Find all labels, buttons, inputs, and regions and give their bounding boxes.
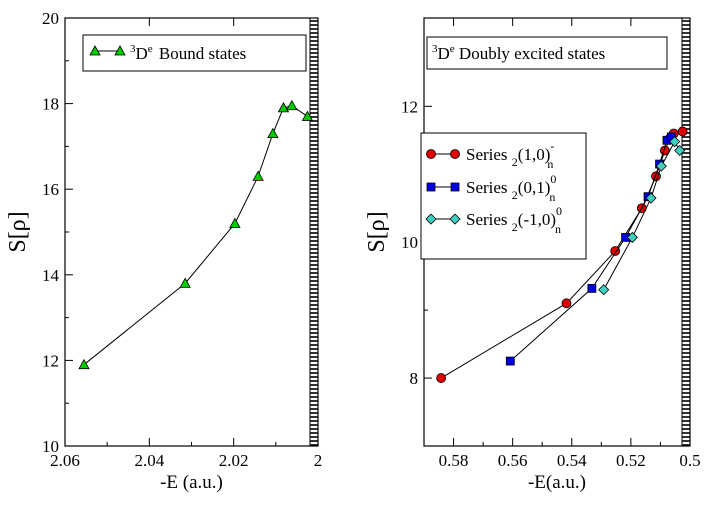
legend-label-mid: (1,0) (518, 145, 551, 164)
legend-circle-marker (450, 149, 460, 159)
legend-label: 3De Bound states (130, 43, 246, 63)
diamond-marker (598, 284, 610, 296)
legend-label-mid: (0,1) (518, 178, 551, 197)
y-axis-label: S[ρ] (364, 211, 390, 252)
legend-label-sub: 2 (512, 220, 518, 234)
legend-label-prefix: Series (466, 145, 512, 164)
y-tick-label: 20 (42, 9, 59, 28)
series-line (603, 140, 681, 290)
title-sup: 3 (432, 43, 438, 55)
triangle-marker (229, 217, 241, 228)
diamond-marker (655, 160, 667, 172)
legend-label: Series 2(1,0)- n (466, 139, 554, 171)
y-tick-label: 10 (401, 233, 418, 252)
circle-marker (677, 126, 688, 137)
left-chart: 2.06 2.04 2.02 2 10 12 14 16 18 20 -E (a.u.) S[ρ] 3D… (5, 9, 322, 493)
x-tick-label: 2.04 (134, 451, 164, 470)
legend-label-n: n (555, 222, 561, 236)
series-line (83, 105, 308, 366)
title-box: 3De Doubly excited states (426, 36, 668, 70)
triangle-marker (301, 110, 314, 121)
title-sup2: e (450, 43, 455, 55)
x-tick-label: 2 (314, 451, 323, 470)
title-frame (426, 36, 668, 70)
y-tick-label: 14 (42, 266, 60, 285)
x-tick-label: 0.5 (679, 451, 700, 470)
chart-title: 3De Doubly excited states (432, 43, 605, 63)
y-tick-label: 10 (42, 437, 59, 456)
legend-box (82, 34, 307, 72)
legend-label: Series 2(-1,0)0 n (466, 204, 562, 236)
y-tick-label: 12 (401, 97, 418, 116)
title-rest: Doubly excited states (455, 44, 606, 63)
legend-label-main: D (136, 44, 148, 63)
y-axis-label: S[ρ] (5, 211, 31, 252)
x-tick-label: 2.06 (50, 451, 80, 470)
circle-marker (436, 373, 447, 383)
y-tick-label: 12 (42, 351, 59, 370)
x-tick-label: 2.02 (219, 451, 249, 470)
legend-label: Series 2(0,1)0 n (466, 172, 556, 204)
x-tick-label: 0.58 (439, 451, 469, 470)
diamond-marker (645, 192, 657, 204)
legend-label-rest: Bound states (155, 44, 247, 63)
plot-frame (64, 17, 319, 447)
triangle-marker (277, 102, 290, 113)
triangle-marker (267, 127, 279, 138)
legend-label-sup: 3 (130, 43, 136, 55)
y-tick-label: 18 (42, 95, 59, 114)
triangle-marker (179, 277, 191, 288)
legend-label-sub: 2 (512, 155, 518, 169)
legend-label-super: - (550, 139, 554, 153)
diamond-marker (626, 231, 638, 244)
legend: 3De Bound states (82, 34, 307, 72)
x-tick-label: 0.54 (557, 451, 587, 470)
triangle-marker (286, 99, 298, 111)
y-tick-label: 16 (42, 180, 59, 199)
legend-label-n: n (549, 190, 555, 204)
triangle-marker (252, 170, 264, 181)
x-tick-label: 0.56 (498, 451, 528, 470)
legend-label-prefix: Series (466, 210, 512, 229)
legend-label-mid: (-1,0) (518, 210, 556, 229)
square-marker (505, 356, 515, 366)
square-marker (587, 283, 597, 293)
legend-triangle-marker (89, 45, 101, 56)
circle-marker (561, 298, 572, 309)
x-axis-label: -E (a.u.) (160, 472, 223, 493)
x-tick-label: 0.52 (616, 451, 646, 470)
diamond-marker (674, 144, 686, 157)
legend-triangle-marker (114, 45, 126, 56)
y-tick-label: 8 (410, 369, 419, 388)
legend-label-sup2: e (148, 43, 153, 55)
legend-label-prefix: Series (466, 178, 512, 197)
legend-label-n: n (547, 157, 553, 171)
title-main: D (438, 44, 450, 63)
legend-diamond-marker (449, 213, 461, 225)
x-axis-label: -E(a.u.) (528, 472, 586, 493)
diamond-marker (669, 136, 681, 148)
legend-label-super: 0 (556, 204, 562, 218)
right-chart: 0.58 0.56 0.54 0.52 0.581012-E(a.u.)S[ρ]3De … (364, 17, 701, 493)
triangle-marker (78, 358, 90, 370)
legend-circle-marker (426, 149, 436, 159)
legend-square-marker (426, 182, 436, 192)
legend-diamond-marker (425, 213, 437, 225)
legend-square-marker (450, 182, 460, 192)
legend-label-sub: 2 (512, 188, 518, 202)
legend-label-super: 0 (550, 172, 556, 186)
